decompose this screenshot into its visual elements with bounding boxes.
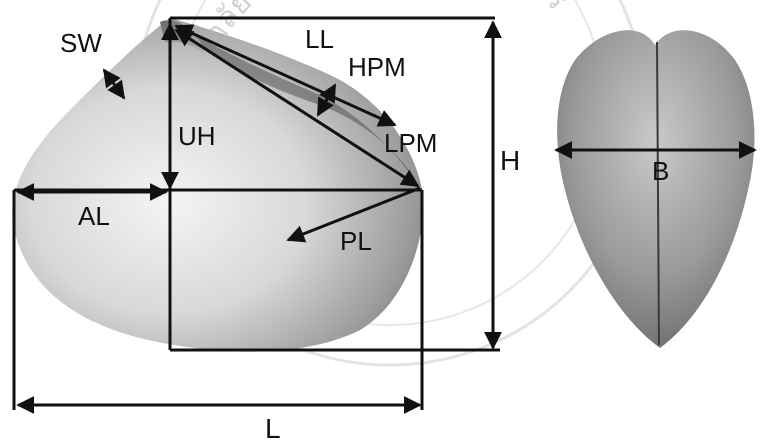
- label-pl: PL: [340, 226, 372, 256]
- label-ll: LL: [305, 24, 334, 54]
- clam-shell-front-body: [557, 30, 755, 349]
- label-al: AL: [78, 201, 110, 231]
- label-sw: SW: [60, 28, 102, 58]
- label-h: H: [500, 145, 520, 176]
- label-b: B: [652, 156, 669, 186]
- label-l: L: [265, 413, 281, 441]
- sw-arrow: [102, 68, 126, 100]
- label-hpm: HPM: [348, 52, 406, 82]
- label-uh: UH: [178, 121, 216, 151]
- measurement-labels: SW LL HPM UH LPM H B AL PL L: [60, 24, 669, 441]
- lpm-arrow: [174, 28, 420, 188]
- hpm-arrow: [316, 83, 337, 117]
- clam-shell-front-view: [557, 30, 755, 349]
- pl-arrow: [286, 186, 421, 243]
- label-lpm: LPM: [384, 128, 437, 158]
- measurement-lines: [12, 16, 757, 414]
- clam-shell-hinge-line: [656, 41, 660, 346]
